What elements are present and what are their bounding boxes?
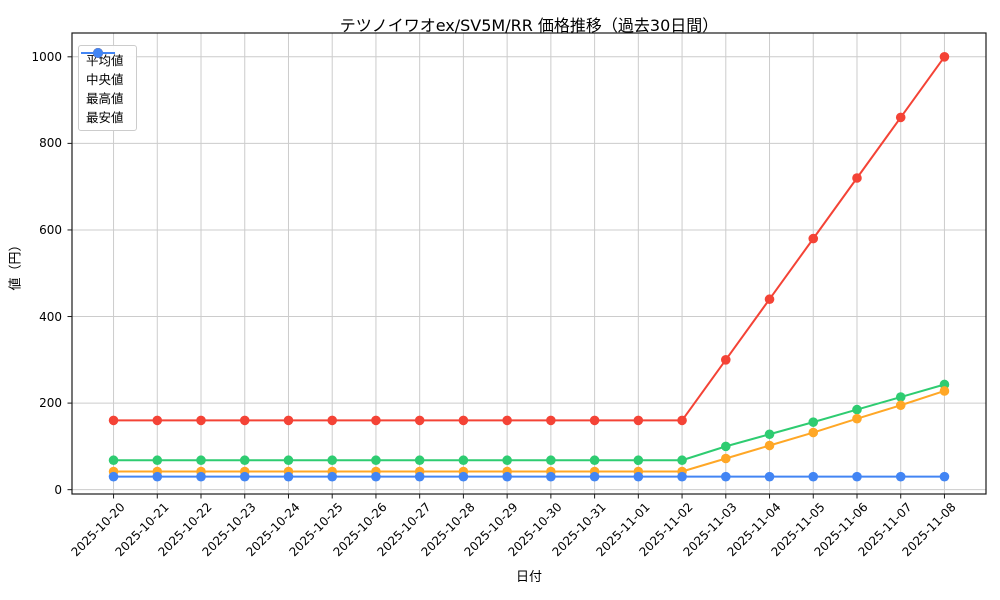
marker-min (852, 471, 862, 482)
marker-average (502, 455, 512, 466)
gridlines (72, 33, 986, 494)
marker-average (808, 417, 819, 427)
series-max (108, 52, 950, 426)
marker-median (895, 400, 906, 411)
marker-max (589, 415, 600, 426)
marker-average (371, 455, 381, 466)
marker-min (677, 471, 687, 482)
marker-max (283, 415, 294, 426)
marker-median (808, 427, 819, 438)
marker-average (458, 455, 469, 466)
marker-average (196, 455, 206, 466)
marker-min (458, 471, 469, 482)
marker-average (239, 455, 250, 466)
marker-average (152, 455, 163, 466)
marker-max (720, 355, 731, 365)
marker-max (152, 415, 163, 426)
marker-median (939, 386, 950, 396)
marker-max (852, 173, 862, 183)
marker-min (546, 471, 556, 482)
marker-max (939, 52, 950, 62)
marker-min (108, 471, 119, 482)
marker-average (677, 455, 687, 466)
marker-min (589, 471, 600, 482)
marker-max (764, 294, 775, 305)
series-min (108, 471, 950, 482)
marker-max (371, 415, 381, 426)
marker-min (283, 471, 294, 482)
marker-min (196, 471, 206, 482)
marker-max (196, 415, 206, 426)
legend-item-min: 最安値 (81, 48, 124, 125)
y-tick-label: 200 (39, 396, 62, 411)
chart-title: テツノイワオex/SV5M/RR 価格推移（過去30日間） (339, 16, 719, 35)
marker-min (808, 471, 819, 482)
marker-max (546, 415, 556, 426)
marker-average (283, 455, 294, 466)
marker-average (414, 455, 425, 466)
marker-median (764, 440, 775, 451)
marker-median (852, 413, 862, 424)
marker-max (239, 415, 250, 426)
marker-max (458, 415, 469, 426)
marker-min (371, 471, 381, 482)
marker-average (327, 455, 338, 466)
marker-average (764, 429, 775, 440)
marker-average (589, 455, 600, 466)
legend-label-median: 中央値 (86, 72, 124, 87)
series-average (108, 379, 950, 466)
legend-dot-min (93, 48, 103, 58)
marker-max (808, 233, 819, 244)
legend-label-max: 最高値 (86, 91, 124, 106)
y-tick-label: 0 (54, 482, 62, 497)
marker-average (546, 455, 556, 466)
axis-ticks (67, 56, 945, 499)
legend-label-min: 最安値 (86, 110, 124, 125)
marker-min (895, 471, 906, 482)
marker-max (895, 112, 906, 123)
marker-average (852, 404, 862, 415)
y-tick-label: 600 (39, 222, 62, 237)
legend: 平均値 中央値 最高値 最安値 (78, 45, 137, 131)
marker-min (939, 471, 950, 482)
marker-median (720, 453, 731, 464)
marker-min (502, 471, 512, 482)
marker-max (633, 415, 644, 426)
marker-max (327, 415, 338, 426)
y-tick-label: 800 (39, 136, 62, 151)
marker-min (720, 471, 731, 482)
marker-max (108, 415, 119, 426)
marker-min (414, 471, 425, 482)
y-tick-label: 1000 (31, 49, 62, 64)
line-max (113, 56, 946, 422)
marker-min (239, 471, 250, 482)
x-axis-label: 日付 (515, 570, 542, 585)
line-average (113, 383, 945, 462)
series-median (108, 386, 950, 477)
marker-max (414, 415, 425, 426)
marker-average (108, 455, 119, 466)
legend-item-max: 最高値 (81, 48, 124, 106)
legend-item-median: 中央値 (81, 48, 124, 87)
marker-average (633, 455, 644, 466)
legend-marker-min (81, 48, 115, 58)
plot-frame (71, 32, 987, 495)
marker-min (764, 471, 775, 482)
marker-min (633, 471, 644, 482)
marker-min (152, 471, 163, 482)
marker-average (720, 441, 731, 452)
marker-average (895, 392, 906, 402)
marker-min (327, 471, 338, 482)
y-tick-label: 400 (39, 309, 62, 324)
marker-max (502, 415, 512, 426)
marker-max (677, 415, 687, 426)
line-median (113, 390, 945, 473)
